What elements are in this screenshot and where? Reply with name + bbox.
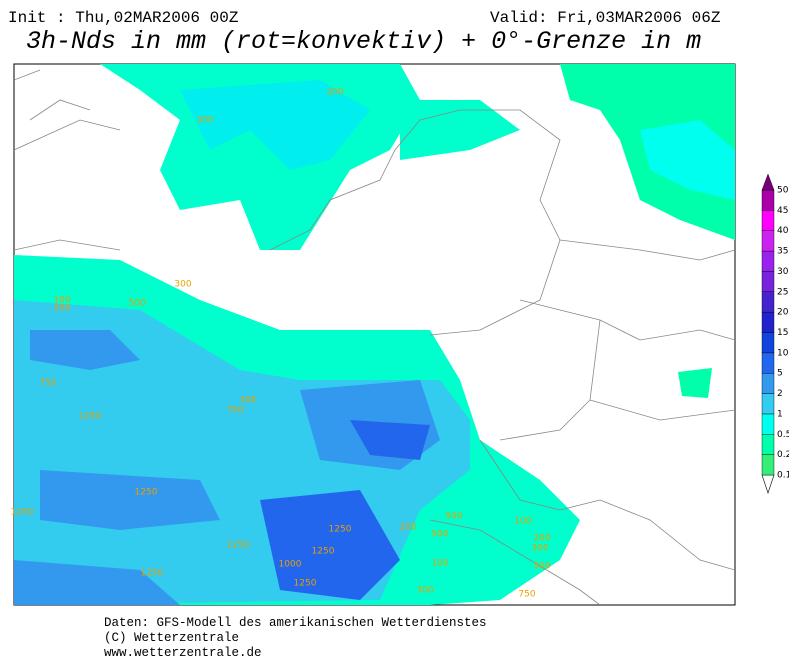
legend-swatch (761, 210, 775, 231)
contour-label: 300 (416, 586, 433, 596)
contour-label: 500 (128, 299, 145, 309)
legend-swatch (761, 434, 775, 455)
contour-label: 500 (533, 562, 550, 572)
legend-label: 10 (777, 348, 789, 358)
footer-line: www.wetterzentrale.de (104, 646, 262, 658)
legend-label: 45 (777, 206, 788, 216)
contour-label: 100 (514, 517, 531, 527)
footer-line: (C) Wetterzentrale (104, 631, 239, 645)
legend-swatch (761, 230, 775, 252)
legend-swatch (761, 373, 775, 394)
legend-label: 0.1 (777, 471, 789, 481)
contour-label: 1250 (11, 508, 34, 518)
legend-swatch (761, 250, 775, 272)
legend-label: 25 (777, 287, 788, 297)
legend-swatch (761, 393, 775, 415)
legend-label: 30 (777, 267, 789, 277)
init-time: Init : Thu,02MAR2006 00Z (8, 9, 239, 27)
valid-time: Valid: Fri,03MAR2006 06Z (490, 9, 721, 27)
contour-label: 1250 (227, 541, 250, 551)
map (13, 63, 736, 606)
contour-label: 200 (326, 88, 343, 98)
legend-swatch (761, 454, 775, 476)
legend-swatch (761, 311, 775, 333)
contour-label: 200 (533, 534, 550, 544)
contour-label: 200 (399, 523, 416, 533)
legend-label: 40 (777, 226, 789, 236)
legend-label: 35 (777, 247, 788, 257)
legend-swatch (761, 413, 775, 435)
footer-line: Daten: GFS-Modell des amerikanischen Wet… (104, 616, 487, 630)
legend-swatch (761, 332, 775, 354)
contour-label: 1250 (329, 525, 352, 535)
title: 3h-Nds in mm (rot=konvektiv) + 0°-Grenze… (26, 27, 701, 56)
contour-label: 200 (53, 304, 70, 314)
contour-label: 750 (39, 379, 56, 389)
legend-arrow (761, 173, 775, 191)
contour-label: 1250 (79, 412, 102, 422)
contour-label: 1250 (141, 569, 164, 579)
contour-label: 500 (431, 530, 448, 540)
contour-label: 300 (239, 396, 256, 406)
contour-label: 300 (531, 544, 548, 554)
contour-label: 500 (445, 512, 462, 522)
legend-label: 1 (777, 409, 783, 419)
contour-label: 1250 (294, 579, 317, 589)
legend-swatch (761, 352, 775, 374)
legend-label: 20 (777, 308, 789, 318)
contour-label: 1250 (312, 547, 335, 557)
contour-label: 1000 (279, 560, 302, 570)
legend-arrow (761, 474, 775, 494)
legend-label: 15 (777, 328, 788, 338)
contour-label: 300 (174, 280, 191, 290)
contour-label: 100 (53, 296, 70, 306)
legend-label: 2 (777, 389, 783, 399)
legend-swatch (761, 271, 775, 292)
contour-label: 100 (431, 559, 448, 569)
legend-label: 0.2 (777, 450, 789, 460)
contour-label: 750 (518, 590, 535, 600)
legend-label: 5 (777, 369, 783, 379)
legend-swatch (761, 291, 775, 313)
contour-label: 300 (196, 116, 213, 126)
contour-label: 750 (226, 406, 243, 416)
legend-label: 50 (777, 186, 789, 196)
legend-label: 0.5 (777, 430, 789, 440)
contour-label: 1250 (135, 488, 158, 498)
legend-swatch (761, 189, 775, 211)
